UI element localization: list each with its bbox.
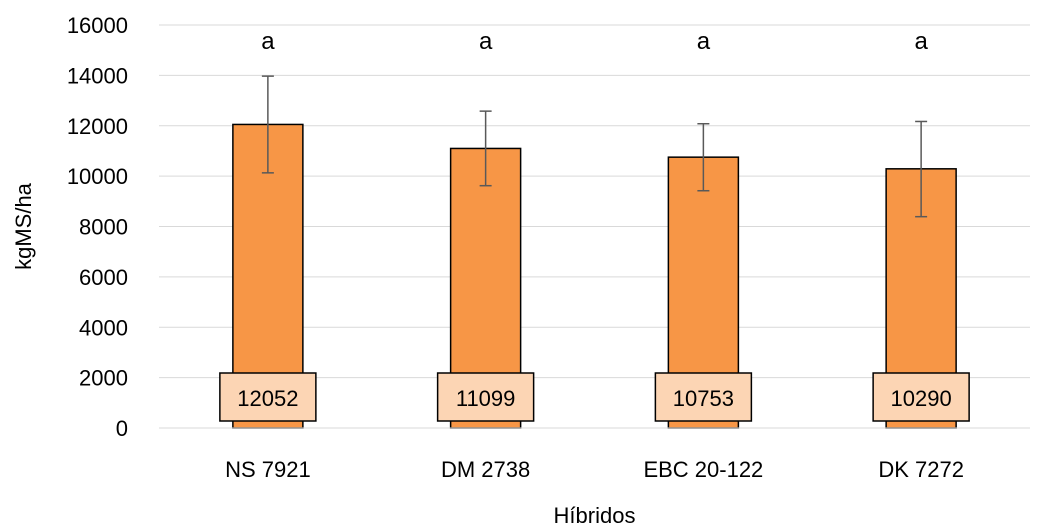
y-tick-label: 6000 bbox=[79, 265, 128, 290]
y-tick-label: 4000 bbox=[79, 315, 128, 340]
significance-letter: a bbox=[914, 28, 928, 55]
data-label: 10753 bbox=[673, 386, 734, 411]
x-tick-label: EBC 20-122 bbox=[643, 457, 763, 482]
y-tick-label: 2000 bbox=[79, 366, 128, 391]
data-label: 10290 bbox=[891, 386, 952, 411]
significance-letter: a bbox=[697, 28, 711, 55]
y-tick-label: 16000 bbox=[67, 13, 128, 38]
y-tick-label: 8000 bbox=[79, 215, 128, 240]
x-axis-tick-labels: NS 7921 DM 2738 EBC 20-122 DK 7272 bbox=[225, 457, 964, 482]
x-axis-title: Híbridos bbox=[554, 503, 636, 528]
data-label-box bbox=[872, 372, 970, 422]
data-label-box bbox=[219, 372, 317, 422]
y-tick-label: 10000 bbox=[67, 164, 128, 189]
significance-letter: a bbox=[479, 28, 493, 55]
data-label: 11099 bbox=[456, 386, 516, 411]
x-tick-label: DM 2738 bbox=[441, 457, 530, 482]
data-label-box bbox=[436, 372, 535, 422]
y-tick-label: 14000 bbox=[67, 63, 128, 88]
bars: 12052 a 11099 a 10753 a 10290 a bbox=[219, 28, 970, 429]
y-axis-tick-labels: 0 2000 4000 6000 8000 10000 12000 14000 16000 bbox=[67, 13, 128, 441]
x-tick-label: DK 7272 bbox=[878, 457, 964, 482]
data-label-box bbox=[654, 372, 753, 422]
gridlines bbox=[159, 24, 1030, 379]
data-label: 12052 bbox=[237, 386, 298, 411]
x-tick-label: NS 7921 bbox=[225, 457, 311, 482]
y-tick-label: 12000 bbox=[67, 114, 128, 139]
significance-letter: a bbox=[261, 28, 275, 55]
y-axis-title: kgMS/ha bbox=[11, 182, 36, 270]
y-tick-label: 0 bbox=[116, 416, 128, 441]
